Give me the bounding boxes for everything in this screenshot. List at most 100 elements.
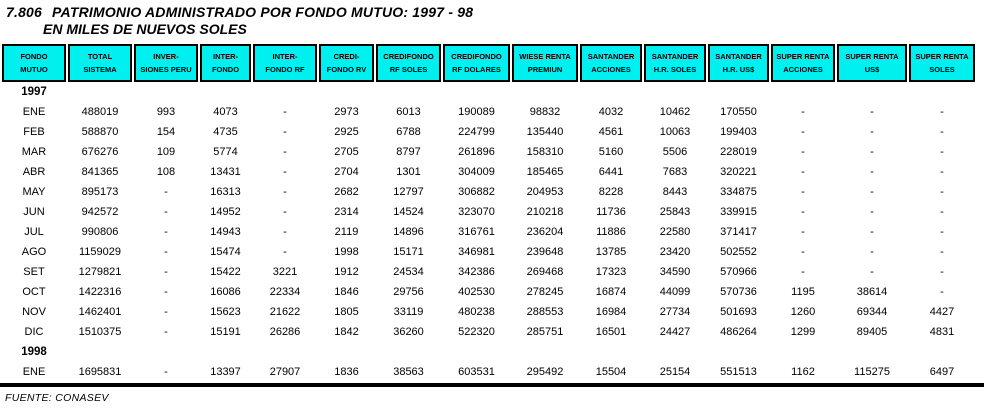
value-cell: 228019 (720, 146, 757, 158)
column-header-line: TOTAL (87, 52, 113, 61)
value-cell: 27907 (269, 366, 301, 378)
page-subtitle: EN MILES DE NUEVOS SOLES (43, 21, 247, 37)
value-cell: - (283, 126, 287, 138)
value-cell: - (164, 266, 168, 278)
value-cell: 154 (156, 126, 176, 138)
month-label: SET (23, 266, 45, 278)
value-cell: 23420 (659, 246, 691, 258)
empty-cell (644, 82, 706, 102)
value-cell: 24534 (393, 266, 424, 278)
value-cell: - (870, 206, 874, 218)
value-cell: 346981 (458, 246, 495, 258)
column-header: SUPER RENTA US$ (837, 44, 907, 82)
column-header: CREDIFONDO RF SOLES (376, 44, 441, 82)
value-cell: 204953 (526, 186, 564, 198)
column-header-line: CREDI- (333, 52, 360, 61)
value-cell: 17323 (595, 266, 627, 278)
value-cell: 2925 (334, 126, 359, 138)
empty-cell (644, 342, 706, 362)
value-cell: 16984 (595, 306, 627, 318)
value-cell: 603531 (458, 366, 495, 378)
column-header: TOTAL SISTEMA (68, 44, 132, 82)
value-cell: 5160 (598, 146, 624, 158)
value-cell: - (940, 146, 944, 158)
value-cell: - (870, 166, 874, 178)
value-cell: 480238 (458, 306, 495, 318)
value-cell: 108 (156, 166, 176, 178)
value-cell: 13785 (595, 246, 627, 258)
column-header-line: FONDO RV (326, 65, 367, 74)
value-cell: 1299 (790, 326, 816, 338)
value-cell: 1912 (334, 266, 359, 278)
value-cell: 5774 (213, 146, 238, 158)
value-cell: 224799 (458, 126, 495, 138)
empty-cell (771, 342, 835, 362)
bottom-rule (0, 383, 984, 387)
value-cell: 285751 (526, 326, 564, 338)
value-cell: - (940, 226, 944, 238)
column-header-line: INTER- (272, 52, 298, 61)
value-cell: 1260 (790, 306, 816, 318)
column-header-line: ACCIONES (783, 65, 823, 74)
month-label: FEB (23, 126, 45, 138)
column-header: SANTANDER H.R. SOLES (644, 44, 706, 82)
value-cell: 89405 (856, 326, 888, 338)
value-cell: 170550 (720, 106, 757, 118)
column-header-line: INVER- (153, 52, 179, 61)
value-cell: - (164, 246, 168, 258)
value-cell: 29756 (393, 286, 424, 298)
empty-cell (134, 342, 198, 362)
value-cell: 334875 (720, 186, 757, 198)
value-cell: 306882 (458, 186, 495, 198)
value-cell: 993 (156, 106, 176, 118)
table-row: DIC 1510375 - 15191 26286 1842 36260 522320 2857… (2, 322, 975, 342)
table-row: MAR 676276 109 5774 - 2705 8797 261896 158310 516… (2, 142, 975, 162)
value-cell: 21622 (269, 306, 301, 318)
value-cell: 15422 (210, 266, 241, 278)
value-cell: 15171 (393, 246, 424, 258)
value-cell: 13431 (210, 166, 241, 178)
month-label: MAR (21, 146, 47, 158)
value-cell: - (164, 306, 168, 318)
month-label: DIC (24, 326, 44, 338)
empty-cell (253, 82, 317, 102)
column-header-line: SUPER RENTA (776, 52, 830, 61)
column-header: INVER- SIONES PERU (134, 44, 198, 82)
value-cell: - (801, 166, 805, 178)
value-cell: 239648 (526, 246, 564, 258)
value-cell: 1846 (334, 286, 359, 298)
value-cell: 185465 (526, 166, 564, 178)
value-cell: 14952 (210, 206, 241, 218)
value-cell: 38563 (393, 366, 424, 378)
value-cell: 5506 (662, 146, 688, 158)
value-cell: 1162 (791, 366, 815, 378)
value-cell: 6013 (396, 106, 421, 118)
month-label: AGO (21, 246, 47, 258)
table-row: ABR 841365 108 13431 - 2704 1301 304009 185465 64… (2, 162, 975, 182)
value-cell: 1195 (791, 286, 815, 298)
empty-cell (134, 82, 198, 102)
value-cell: 14896 (393, 226, 424, 238)
value-cell: 38614 (856, 286, 888, 298)
month-label: JUL (24, 226, 44, 238)
value-cell: 11736 (596, 206, 626, 218)
value-cell: 990806 (81, 226, 119, 238)
value-cell: 16313 (210, 186, 241, 198)
value-cell: - (940, 266, 944, 278)
value-cell: - (870, 106, 874, 118)
month-label: ENE (22, 366, 46, 378)
value-cell: 15623 (210, 306, 241, 318)
value-cell: 1842 (334, 326, 359, 338)
value-cell: 841365 (81, 166, 119, 178)
value-cell: - (940, 166, 944, 178)
page-title: 7.806 PATRIMONIO ADMINISTRADO POR FONDO M… (6, 4, 984, 20)
value-cell: 1279821 (78, 266, 122, 278)
value-cell: 24427 (659, 326, 691, 338)
value-cell: 342386 (458, 266, 495, 278)
empty-cell (200, 342, 251, 362)
column-header-line: CREDIFONDO (451, 52, 502, 61)
value-cell: 6788 (396, 126, 421, 138)
value-cell: 1805 (334, 306, 359, 318)
column-header-line: US$ (864, 65, 880, 74)
value-cell: - (164, 286, 168, 298)
